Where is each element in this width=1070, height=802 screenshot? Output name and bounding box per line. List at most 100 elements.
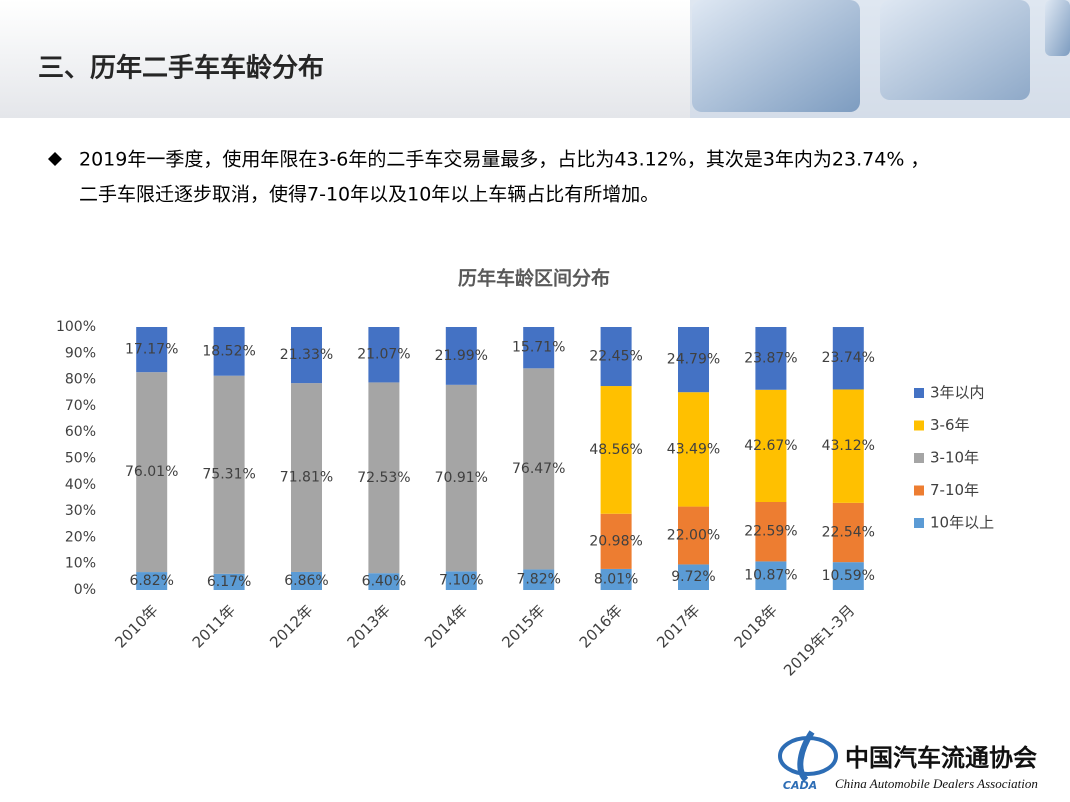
bar-segment [600,568,632,590]
bar-segment [600,327,632,387]
bar-segment [600,386,632,514]
x-tick-label: 2018年 [731,601,781,651]
legend-label: 7-10年 [930,481,979,499]
slide-title: 三、历年二手车车龄分布 [38,53,324,84]
data-label: 8.01% [594,571,638,587]
y-tick-label: 60% [65,424,96,440]
y-tick-label: 40% [65,477,96,493]
x-tick-label: 2016年 [576,601,626,651]
data-label: 76.01% [125,464,178,480]
data-label: 43.49% [667,441,720,457]
bar-segment [291,383,322,572]
bar-segment [755,502,787,562]
bar-segment [678,392,709,507]
bar-segment [213,327,245,376]
data-label: 22.59% [744,524,797,540]
data-label: 21.99% [435,348,488,364]
bar-segment [832,327,864,390]
data-label: 17.17% [125,342,178,358]
bar-segment [755,389,787,503]
data-label: 21.33% [280,347,333,363]
bar-segment [678,327,709,393]
data-label: 15.71% [512,340,565,356]
x-tick-label: 2010年 [111,601,161,651]
data-label: 43.12% [822,438,875,454]
bar-segment [136,572,168,590]
legend-swatch [914,453,924,463]
logo: CADA 中国汽车流通协会 China Automobile Dealers A… [778,730,1038,792]
data-label: 6.82% [129,573,173,589]
data-label: 9.72% [671,569,715,585]
data-label: 22.54% [822,525,875,541]
data-label: 7.82% [516,572,560,588]
data-label: 48.56% [589,442,642,458]
legend-label: 3-10年 [930,449,979,467]
data-label: 10.59% [822,568,875,584]
data-label: 75.31% [202,467,255,483]
data-label: 70.91% [435,470,488,486]
bar-segment [136,372,168,573]
bar-segment [523,368,555,570]
bar-segment [445,384,477,572]
bar-segment [600,513,632,569]
data-label: 76.47% [512,461,565,477]
legend-swatch [914,518,924,528]
data-label: 24.79% [667,352,720,368]
bar-segment [368,573,400,590]
y-tick-label: 90% [65,345,96,361]
cube [692,0,860,112]
y-tick-label: 30% [65,503,96,519]
legend-swatch [914,485,924,496]
bar-segment [368,382,400,574]
org-name-en: China Automobile Dealers Association [835,776,1038,791]
bar-segment [523,327,555,369]
chart-title: 历年车龄区间分布 [458,267,610,290]
bar-segment [368,327,400,383]
data-label: 10.87% [744,568,797,584]
bar-segment [445,327,477,385]
bar-segment [832,389,864,503]
data-label: 21.07% [357,347,410,363]
data-label: 22.45% [589,349,642,365]
bar-segment [832,562,864,590]
bar-segment [136,327,168,373]
data-label: 18.52% [202,343,255,359]
data-label: 6.17% [207,574,251,590]
logo-mark: CADA [783,779,817,792]
bar-segment [755,561,787,590]
data-label: 72.53% [357,470,410,486]
legend-label: 10年以上 [930,514,994,532]
x-tick-label: 2019年1-3月 [780,601,858,679]
data-label: 23.74% [822,350,875,366]
y-tick-label: 70% [65,398,96,414]
cube [1045,0,1070,56]
bar-segment [755,327,787,390]
bar-segment [213,375,245,574]
y-tick-label: 10% [65,556,96,572]
data-label: 71.81% [280,470,333,486]
x-tick-label: 2011年 [189,601,239,651]
bar-segment [678,506,709,565]
data-label: 20.98% [589,533,642,549]
data-label: 6.86% [284,573,328,589]
bar-segment [678,564,709,590]
data-label: 6.40% [362,574,406,590]
data-label: 42.67% [744,438,797,454]
legend-swatch [914,388,924,398]
data-label: 7.10% [439,573,483,589]
y-tick-label: 50% [65,451,96,467]
bullet-text: 二手车限迁逐步取消，使得7-10年以及10年以上车辆占比有所增加。 [79,184,659,206]
y-tick-label: 20% [65,529,96,545]
x-tick-label: 2013年 [344,601,394,651]
x-tick-label: 2015年 [498,601,548,651]
x-tick-label: 2012年 [266,601,316,651]
bullet [48,152,62,166]
x-tick-label: 2014年 [421,601,471,651]
logo-swoosh [797,730,815,783]
y-tick-label: 80% [65,372,96,388]
data-label: 22.00% [667,528,720,544]
y-tick-label: 100% [56,319,96,335]
bar-segment [445,571,477,590]
bar-segment [213,573,245,590]
